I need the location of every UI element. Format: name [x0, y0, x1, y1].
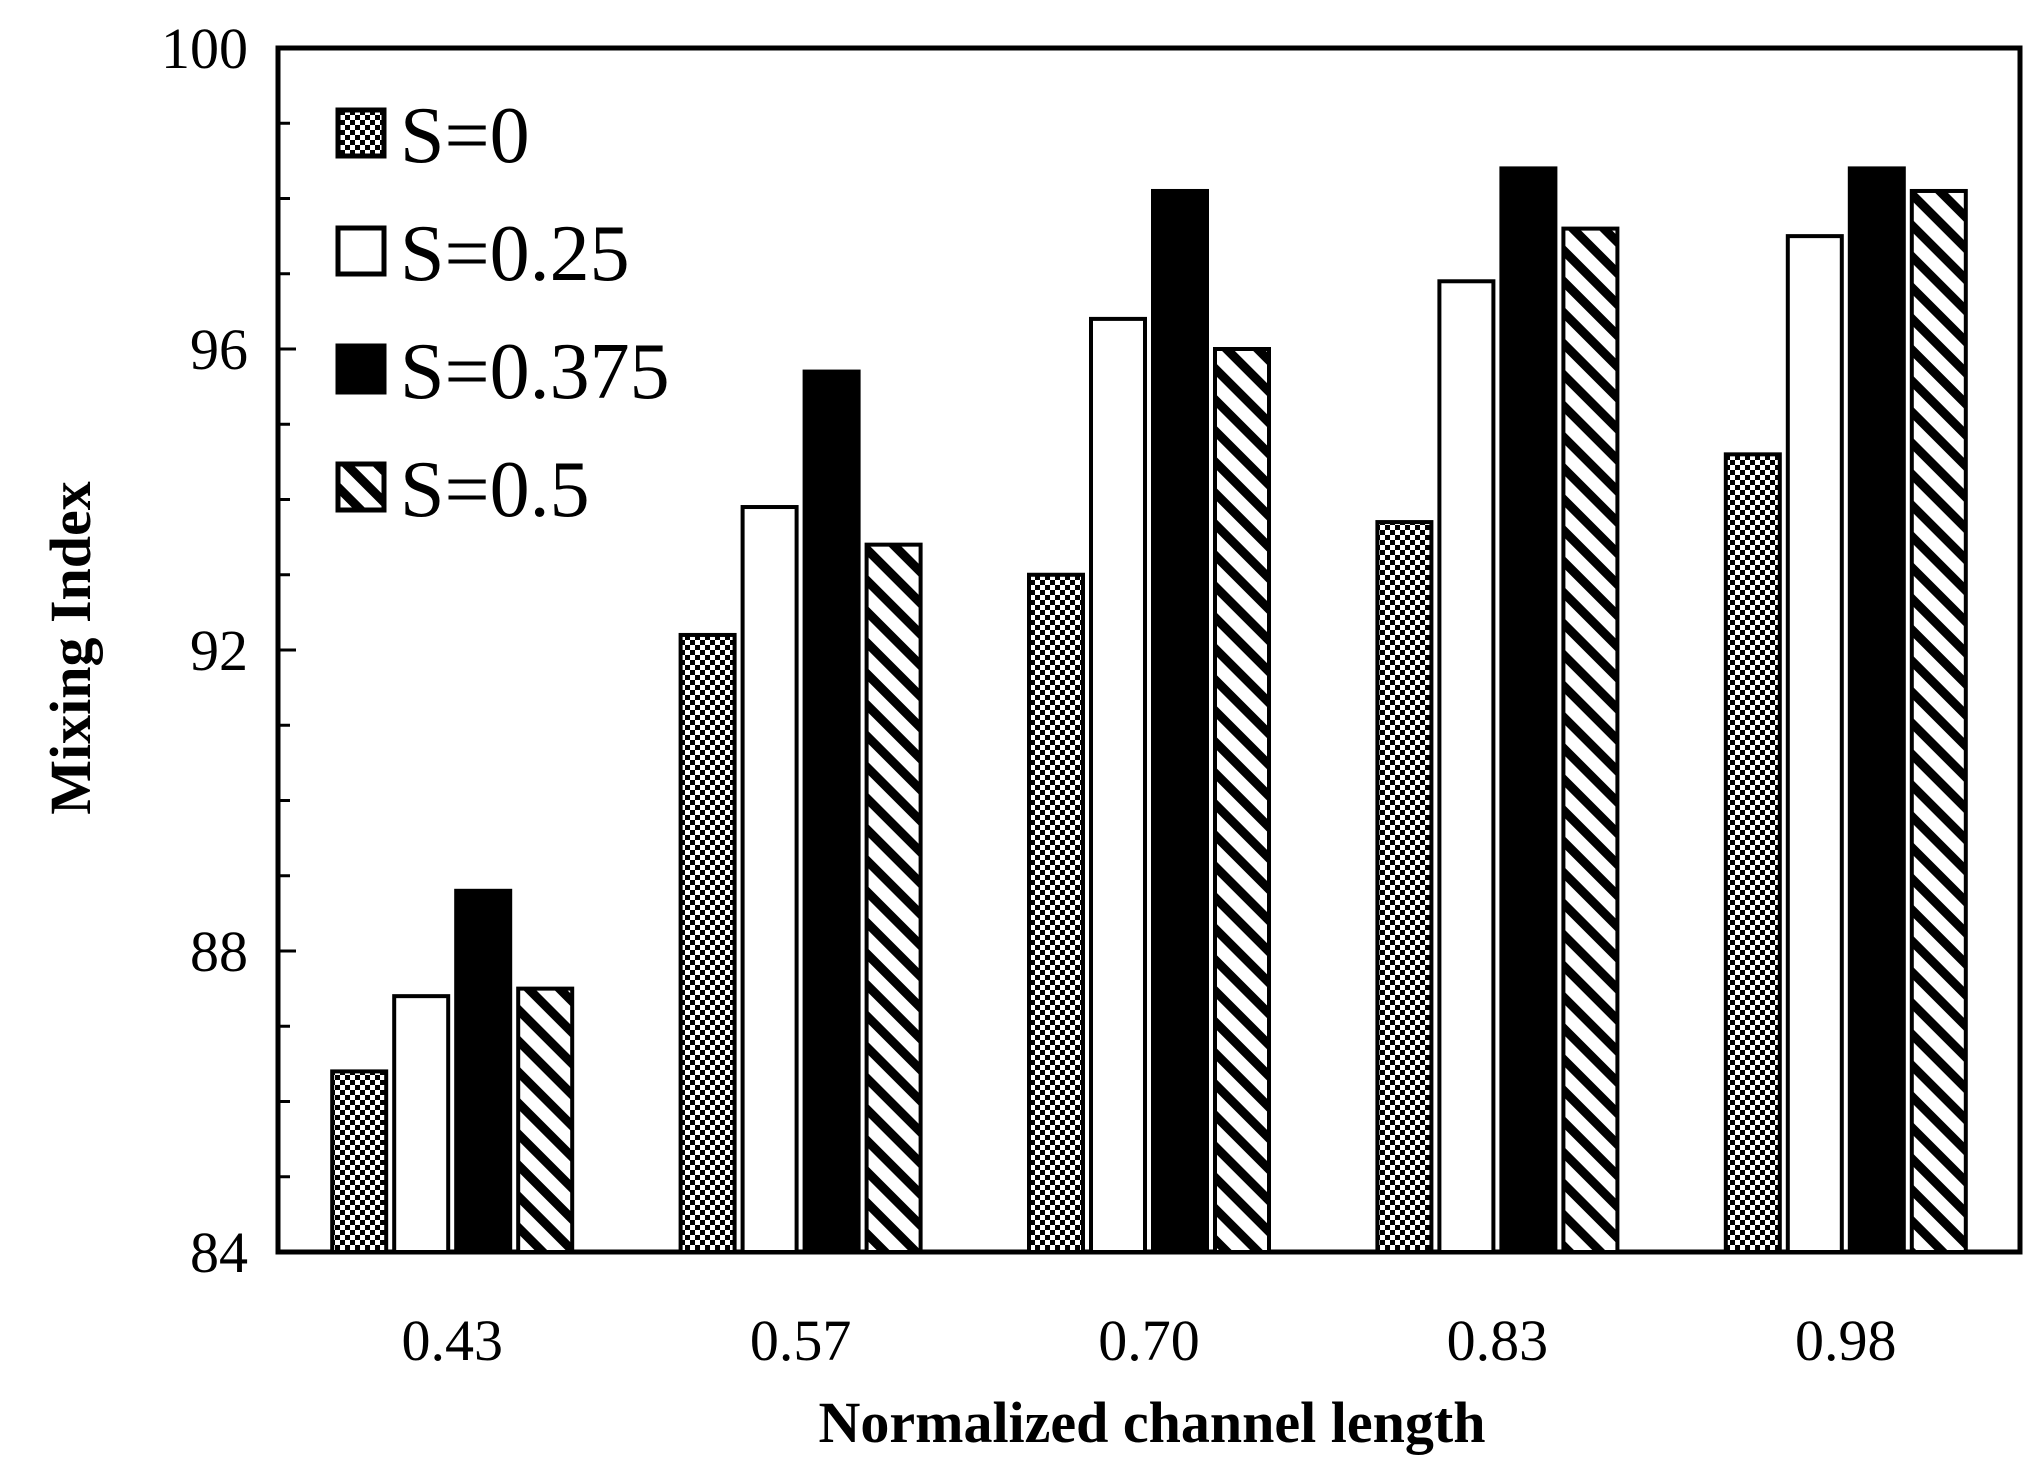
bar-s-0-0_70 — [1027, 572, 1085, 1254]
x-tick-label: 0.98 — [1795, 1308, 1897, 1373]
bar-s-0-0_57 — [678, 632, 737, 1254]
bar-s-0-0_43 — [330, 1069, 389, 1255]
y-tick-label: 88 — [190, 919, 248, 984]
bar-s-0-5-0_43 — [516, 986, 575, 1254]
bar-s-0-375-0_83 — [1499, 166, 1558, 1254]
y-axis-ticks: 84 88 92 96 100 — [161, 16, 296, 1285]
legend: S=0 S=0.25 S=0.375 S=0.5 — [335, 92, 670, 534]
bar-s-0-375-0_43 — [454, 888, 513, 1254]
bar-s-0-25-0_57 — [740, 505, 799, 1254]
legend-swatch — [335, 343, 387, 395]
legend-label: S=0.375 — [400, 328, 670, 416]
bar-s-0-375-0_70 — [1151, 188, 1209, 1255]
bars-layer — [330, 166, 1968, 1255]
x-axis-title: Normalized channel length — [819, 1390, 1486, 1455]
x-tick-label: 0.57 — [750, 1308, 852, 1373]
x-tick-label: 0.70 — [1098, 1308, 1200, 1373]
bar-s-0-375-0_98 — [1847, 166, 1906, 1254]
bar-s-0-25-0_98 — [1785, 234, 1844, 1254]
y-tick-label: 96 — [190, 317, 248, 382]
legend-swatch — [335, 461, 387, 513]
x-tick-label: 0.83 — [1447, 1308, 1549, 1373]
y-tick-label: 100 — [161, 16, 248, 81]
bar-s-0-5-0_70 — [1213, 347, 1271, 1254]
y-tick-label: 92 — [190, 618, 248, 683]
bar-s-0-375-0_57 — [802, 369, 861, 1254]
bar-s-0-0_98 — [1723, 452, 1782, 1255]
bar-s-0-0_83 — [1375, 520, 1434, 1254]
bar-s-0-5-0_98 — [1909, 188, 1968, 1255]
legend-label: S=0 — [400, 92, 530, 180]
bar-s-0-25-0_83 — [1437, 279, 1496, 1254]
x-tick-label: 0.43 — [401, 1308, 503, 1373]
bar-s-0-25-0_43 — [392, 994, 451, 1255]
legend-swatch — [335, 225, 387, 277]
y-tick-label: 84 — [190, 1220, 248, 1285]
bar-s-0-5-0_57 — [864, 542, 923, 1254]
legend-label: S=0.25 — [400, 210, 630, 298]
x-axis-tick-labels: 0.43 0.57 0.70 0.83 0.98 — [401, 1308, 1896, 1373]
legend-label: S=0.5 — [400, 446, 590, 534]
y-axis-title: Mixing Index — [38, 481, 103, 815]
bar-s-0-25-0_70 — [1089, 316, 1147, 1254]
legend-swatch — [335, 107, 387, 159]
bar-s-0-5-0_83 — [1561, 226, 1620, 1255]
